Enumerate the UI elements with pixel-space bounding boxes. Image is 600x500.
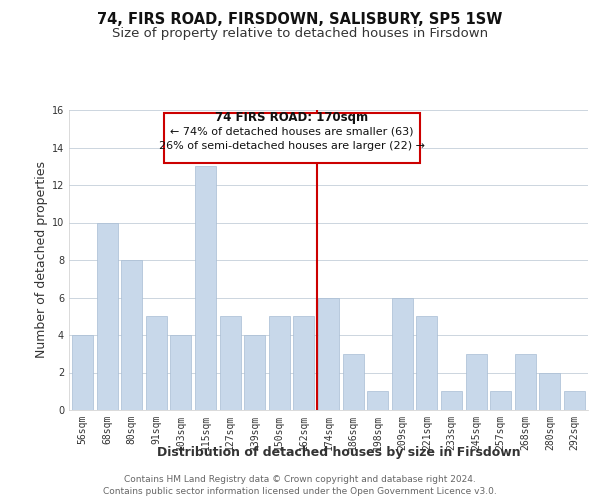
Text: 74 FIRS ROAD: 170sqm: 74 FIRS ROAD: 170sqm — [215, 112, 368, 124]
Bar — [515, 354, 536, 410]
Bar — [539, 372, 560, 410]
Bar — [416, 316, 437, 410]
Bar — [244, 335, 265, 410]
Text: Distribution of detached houses by size in Firsdown: Distribution of detached houses by size … — [157, 446, 521, 459]
Bar — [441, 391, 462, 410]
Text: Contains HM Land Registry data © Crown copyright and database right 2024.: Contains HM Land Registry data © Crown c… — [124, 474, 476, 484]
FancyBboxPatch shape — [164, 113, 419, 164]
Bar — [121, 260, 142, 410]
Text: 74, FIRS ROAD, FIRSDOWN, SALISBURY, SP5 1SW: 74, FIRS ROAD, FIRSDOWN, SALISBURY, SP5 … — [97, 12, 503, 28]
Text: Contains public sector information licensed under the Open Government Licence v3: Contains public sector information licen… — [103, 488, 497, 496]
Bar — [564, 391, 585, 410]
Bar — [195, 166, 216, 410]
Bar — [269, 316, 290, 410]
Bar — [392, 298, 413, 410]
Bar — [72, 335, 93, 410]
Text: Size of property relative to detached houses in Firsdown: Size of property relative to detached ho… — [112, 28, 488, 40]
Bar — [146, 316, 167, 410]
Bar — [220, 316, 241, 410]
Bar — [490, 391, 511, 410]
Bar — [97, 222, 118, 410]
Text: ← 74% of detached houses are smaller (63): ← 74% of detached houses are smaller (63… — [170, 126, 413, 136]
Text: 26% of semi-detached houses are larger (22) →: 26% of semi-detached houses are larger (… — [158, 140, 425, 150]
Bar — [293, 316, 314, 410]
Bar — [318, 298, 339, 410]
Bar — [367, 391, 388, 410]
Bar — [343, 354, 364, 410]
Bar — [170, 335, 191, 410]
Bar — [466, 354, 487, 410]
Y-axis label: Number of detached properties: Number of detached properties — [35, 162, 47, 358]
